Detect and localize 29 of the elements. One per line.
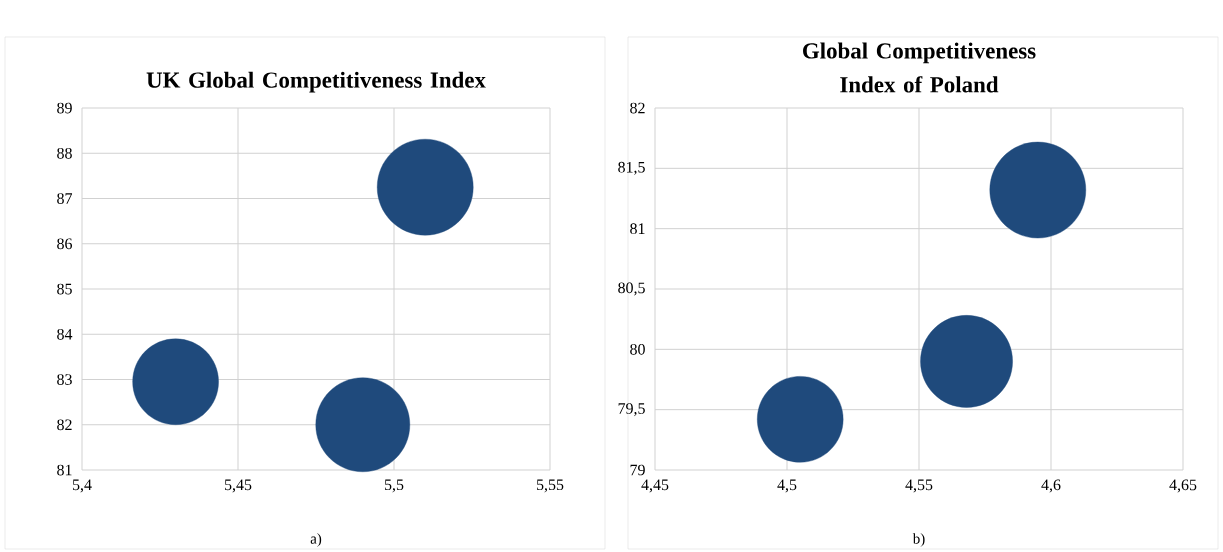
x-tick-label: 4,55 [905,479,933,493]
y-tick-label: 84 [57,328,73,340]
x-tick-label: 5,55 [536,479,564,493]
y-tick-label: 82 [57,419,72,431]
y-tick-label: 87 [57,193,73,204]
x-tick-label: 5,4 [72,479,92,493]
x-tick-label: 5,45 [224,479,252,493]
y-tick-label: 88 [57,147,72,159]
y-tick-label: 86 [57,238,73,250]
y-tick-label: 81,5 [618,161,645,175]
chart-title: Global Competitiveness Index of Poland [803,42,1036,93]
y-tick-label: 80,5 [618,282,645,296]
y-tick-label: 82 [630,102,645,114]
x-tick-label: 4,65 [1169,479,1197,493]
y-tick-label: 80 [630,343,645,355]
y-tick-label: 89 [57,102,72,114]
x-tick-label: 4,5 [777,479,797,493]
x-tick-label: 4,45 [641,479,669,493]
text: b) [912,533,925,547]
y-tick-label: 79,5 [618,403,645,417]
y-tick-label: 83 [57,374,72,385]
text: a) [310,533,322,547]
y-tick-label: 79 [630,464,645,476]
y-tick-label: 81 [57,464,72,476]
chart-title: UK Global Competitiveness Index [146,71,486,93]
y-tick-label: 85 [57,283,72,295]
x-tick-label: 5,5 [384,479,404,493]
y-tick-label: 81 [630,223,645,235]
x-tick-label: 4,6 [1041,479,1061,493]
